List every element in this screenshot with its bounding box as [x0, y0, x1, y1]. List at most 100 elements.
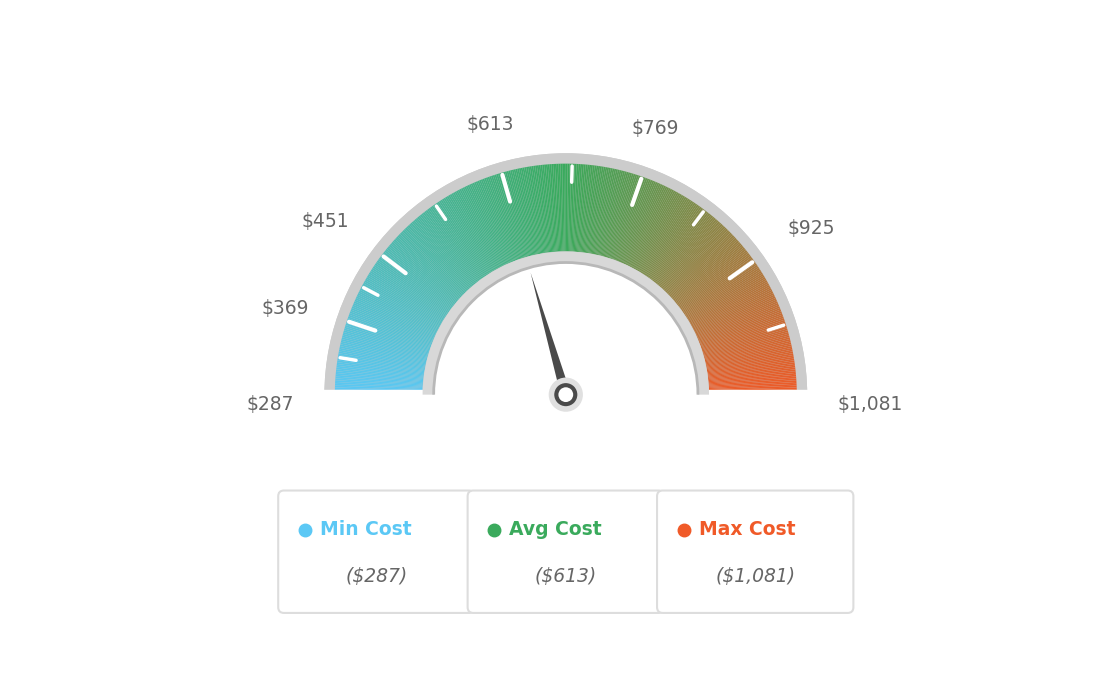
Wedge shape: [707, 355, 794, 371]
Circle shape: [559, 387, 573, 402]
FancyBboxPatch shape: [657, 491, 853, 613]
Wedge shape: [382, 253, 453, 308]
Wedge shape: [588, 166, 604, 253]
Wedge shape: [684, 266, 758, 316]
Wedge shape: [432, 206, 484, 278]
Wedge shape: [336, 371, 423, 381]
Wedge shape: [637, 194, 682, 270]
Wedge shape: [352, 304, 434, 340]
Wedge shape: [416, 218, 474, 286]
Wedge shape: [335, 391, 423, 393]
Wedge shape: [338, 357, 425, 372]
Wedge shape: [681, 259, 754, 311]
Wedge shape: [618, 180, 652, 262]
Wedge shape: [336, 377, 423, 384]
Wedge shape: [682, 260, 755, 313]
Wedge shape: [639, 196, 684, 272]
FancyBboxPatch shape: [468, 491, 664, 613]
Text: $613: $613: [467, 115, 514, 134]
Wedge shape: [614, 177, 646, 260]
Wedge shape: [342, 334, 427, 358]
Wedge shape: [339, 348, 425, 366]
Wedge shape: [336, 375, 423, 384]
Wedge shape: [681, 257, 753, 310]
Wedge shape: [371, 269, 446, 318]
Wedge shape: [519, 168, 538, 255]
Wedge shape: [598, 170, 619, 255]
Wedge shape: [452, 193, 496, 270]
Wedge shape: [581, 165, 591, 253]
Wedge shape: [427, 209, 480, 280]
Wedge shape: [691, 282, 768, 326]
Wedge shape: [380, 256, 452, 310]
Wedge shape: [669, 234, 733, 296]
Wedge shape: [654, 212, 709, 282]
Wedge shape: [467, 185, 506, 265]
Wedge shape: [571, 164, 575, 252]
Wedge shape: [561, 164, 563, 251]
Wedge shape: [660, 221, 720, 288]
Text: $925: $925: [787, 219, 835, 237]
Wedge shape: [336, 378, 423, 386]
Wedge shape: [507, 171, 530, 256]
Text: Max Cost: Max Cost: [699, 520, 795, 539]
Wedge shape: [439, 201, 488, 275]
Wedge shape: [583, 165, 595, 253]
Text: $769: $769: [631, 119, 679, 139]
Wedge shape: [492, 175, 521, 259]
Wedge shape: [709, 378, 796, 386]
Wedge shape: [341, 339, 427, 362]
Wedge shape: [692, 285, 769, 328]
Wedge shape: [702, 327, 787, 353]
Wedge shape: [657, 217, 714, 285]
Wedge shape: [664, 226, 725, 291]
Wedge shape: [367, 277, 443, 323]
Wedge shape: [698, 303, 778, 339]
Wedge shape: [375, 262, 448, 313]
Wedge shape: [388, 246, 456, 304]
FancyBboxPatch shape: [278, 491, 475, 613]
Wedge shape: [634, 191, 677, 269]
Wedge shape: [346, 324, 429, 351]
Wedge shape: [378, 259, 450, 311]
Wedge shape: [590, 167, 605, 253]
Wedge shape: [422, 213, 477, 283]
Wedge shape: [679, 253, 750, 308]
Wedge shape: [374, 265, 447, 315]
Wedge shape: [669, 235, 734, 297]
Wedge shape: [580, 165, 590, 252]
Wedge shape: [709, 371, 796, 381]
Wedge shape: [335, 389, 423, 393]
Wedge shape: [699, 310, 782, 343]
Wedge shape: [652, 211, 708, 282]
Wedge shape: [486, 177, 518, 260]
Polygon shape: [531, 273, 571, 410]
Wedge shape: [693, 288, 772, 330]
Bar: [197, 390, 935, 626]
Wedge shape: [383, 252, 454, 307]
Wedge shape: [374, 264, 448, 314]
Wedge shape: [591, 167, 607, 254]
Wedge shape: [694, 291, 773, 332]
Wedge shape: [643, 199, 691, 275]
Wedge shape: [708, 368, 795, 379]
Wedge shape: [393, 241, 459, 300]
Wedge shape: [570, 164, 573, 251]
Wedge shape: [584, 166, 596, 253]
Wedge shape: [339, 350, 425, 368]
Wedge shape: [418, 215, 476, 284]
Wedge shape: [709, 380, 796, 387]
Wedge shape: [613, 176, 643, 259]
Wedge shape: [677, 249, 746, 305]
Wedge shape: [683, 264, 757, 314]
Wedge shape: [360, 288, 438, 330]
Wedge shape: [426, 210, 480, 281]
Wedge shape: [455, 191, 498, 269]
Wedge shape: [565, 164, 567, 251]
Wedge shape: [613, 177, 644, 260]
Wedge shape: [569, 164, 571, 251]
Text: ($287): ($287): [346, 566, 407, 586]
Wedge shape: [342, 335, 427, 359]
Wedge shape: [628, 186, 668, 266]
Wedge shape: [344, 328, 428, 355]
